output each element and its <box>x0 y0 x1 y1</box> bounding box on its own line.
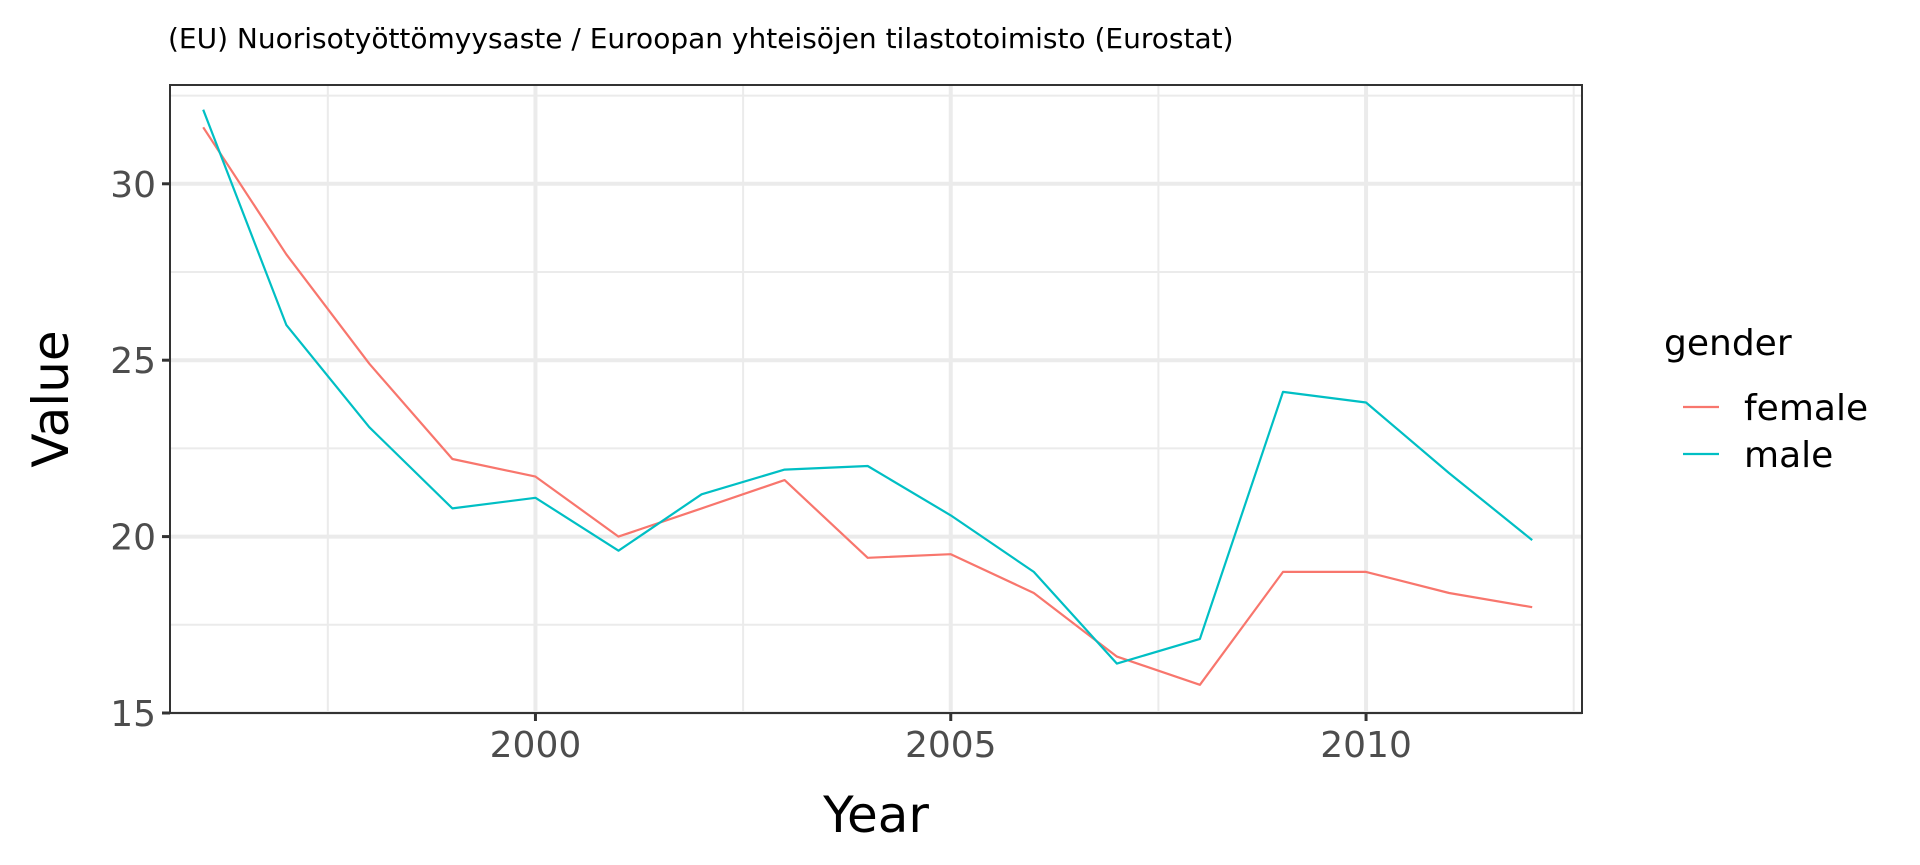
legend-title: gender <box>1664 323 1792 364</box>
legend: gender female male <box>1664 323 1868 476</box>
y-tick-label: 25 <box>110 341 156 382</box>
y-axis-title: Value <box>22 330 80 467</box>
x-tick-label: 2005 <box>905 725 997 766</box>
plot-panel-border <box>169 84 1583 714</box>
series-line-male <box>202 109 1533 665</box>
chart-title: (EU) Nuorisotyöttömyysaste / Euroopan yh… <box>168 22 1234 55</box>
legend-label-male: male <box>1744 435 1833 476</box>
y-tick-label: 30 <box>110 165 156 206</box>
legend-label-female: female <box>1744 388 1868 429</box>
x-tick-label: 2010 <box>1320 725 1412 766</box>
grid <box>170 85 1582 715</box>
series-line-female <box>202 126 1533 686</box>
y-tick-label: 15 <box>110 694 156 735</box>
x-tick-label: 2000 <box>490 725 582 766</box>
axis-ticks: 2000 2005 2010 15 20 25 30 <box>110 165 1412 766</box>
y-tick-label: 20 <box>110 518 156 559</box>
series-lines <box>202 109 1533 686</box>
x-axis-title: Year <box>822 786 929 844</box>
